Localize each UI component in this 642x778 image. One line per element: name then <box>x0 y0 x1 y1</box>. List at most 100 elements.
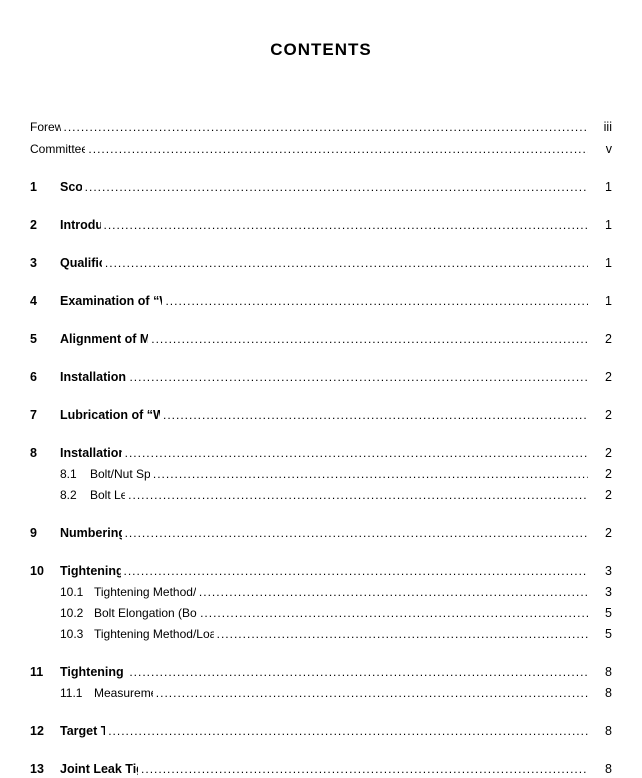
toc-leader: ........................................… <box>162 292 588 310</box>
toc-leader: ........................................… <box>126 368 588 386</box>
toc-num: 10 <box>30 562 60 580</box>
toc-leader: ........................................… <box>125 487 588 504</box>
toc-gap <box>30 352 612 364</box>
toc-entry-section: 13Joint Leak Tightness Test ............… <box>30 760 612 778</box>
toc-leader: ........................................… <box>122 524 588 542</box>
toc-entry-front: Committee Roster .......................… <box>30 140 612 158</box>
toc-entry-section: 2Introduction ..........................… <box>30 216 612 234</box>
toc-subtitle: Bolt Lengths <box>90 487 125 504</box>
toc-page: 2 <box>588 330 612 348</box>
toc-title: Introduction <box>60 216 101 234</box>
toc-entry-section: 8Installation of Bolts .................… <box>30 444 612 462</box>
toc-page: 2 <box>588 524 612 542</box>
toc-gap <box>30 238 612 250</box>
toc-entry-sub: 10.2Bolt Elongation (Bolt Stretch) Deter… <box>30 605 612 622</box>
toc-gap <box>30 314 612 326</box>
toc-page: 1 <box>588 292 612 310</box>
toc-subnum: 10.3 <box>60 626 94 643</box>
toc-subnum: 10.2 <box>60 605 94 622</box>
toc-num: 11 <box>30 663 60 681</box>
toc-subtitle: Bolt/Nut Specifications <box>90 466 150 483</box>
toc-leader: ........................................… <box>214 626 588 643</box>
toc-page: 8 <box>588 760 612 778</box>
toc-gap <box>30 276 612 288</box>
toc-subtitle: Tightening Method/Load Control Technique <box>94 584 196 601</box>
toc-title: Examination of “Working” Surfaces <box>60 292 162 310</box>
toc-entry-section: 9Numbering of Bolts ....................… <box>30 524 612 542</box>
toc-leader: ........................................… <box>61 118 589 136</box>
toc-leader: ........................................… <box>102 254 588 272</box>
toc-subnum: 11.1 <box>60 685 94 702</box>
table-of-contents: Foreword ...............................… <box>30 118 612 778</box>
toc-leader: ........................................… <box>148 330 588 348</box>
toc-subtitle: Measurement of Gaps <box>94 685 153 702</box>
toc-num: 2 <box>30 216 60 234</box>
toc-title: Installation of Gasket <box>60 368 126 386</box>
toc-title: Numbering of Bolts <box>60 524 122 542</box>
toc-entry-section: 11Tightening Sequence ..................… <box>30 663 612 681</box>
toc-num: 3 <box>30 254 60 272</box>
toc-subtitle: Tightening Method/Load Control Technique… <box>94 626 214 643</box>
toc-gap <box>30 162 612 174</box>
toc-entry-sub: 8.1Bolt/Nut Specifications .............… <box>30 466 612 483</box>
toc-page: 2 <box>588 444 612 462</box>
toc-page: 1 <box>588 216 612 234</box>
toc-title: Foreword <box>30 118 61 136</box>
toc-page: 2 <box>588 406 612 424</box>
toc-entry-section: 4Examination of “Working” Surfaces .....… <box>30 292 612 310</box>
toc-gap <box>30 428 612 440</box>
toc-leader: ........................................… <box>196 584 588 601</box>
toc-title: Installation of Bolts <box>60 444 122 462</box>
toc-page: 5 <box>588 605 612 622</box>
toc-gap <box>30 744 612 756</box>
toc-page: 1 <box>588 178 612 196</box>
toc-gap <box>30 546 612 558</box>
toc-leader: ........................................… <box>82 178 588 196</box>
toc-leader: ........................................… <box>105 722 588 740</box>
toc-gap <box>30 706 612 718</box>
toc-page: 2 <box>588 487 612 504</box>
toc-num: 12 <box>30 722 60 740</box>
toc-num: 6 <box>30 368 60 386</box>
toc-entry-section: 3Qualification .........................… <box>30 254 612 272</box>
toc-page: 1 <box>588 254 612 272</box>
toc-num: 5 <box>30 330 60 348</box>
toc-num: 13 <box>30 760 60 778</box>
toc-leader: ........................................… <box>126 663 588 681</box>
page-title: CONTENTS <box>30 40 612 60</box>
toc-page: 2 <box>588 368 612 386</box>
toc-title: Lubrication of “Working” Surfaces <box>60 406 160 424</box>
toc-gap <box>30 390 612 402</box>
toc-entry-section: 10Tightening of Bolts ..................… <box>30 562 612 580</box>
toc-leader: ........................................… <box>153 685 588 702</box>
toc-title: Committee Roster <box>30 140 85 158</box>
toc-page: 8 <box>588 685 612 702</box>
toc-entry-section: 1Scope .................................… <box>30 178 612 196</box>
toc-num: 7 <box>30 406 60 424</box>
toc-gap <box>30 200 612 212</box>
toc-entry-section: 12Target Torque ........................… <box>30 722 612 740</box>
toc-entry-section: 5Alignment of Mating Surfaces ..........… <box>30 330 612 348</box>
toc-entry-section: 7Lubrication of “Working” Surfaces .....… <box>30 406 612 424</box>
toc-page: 8 <box>588 663 612 681</box>
toc-title: Tightening of Bolts <box>60 562 121 580</box>
toc-subnum: 8.2 <box>60 487 90 504</box>
toc-page: 5 <box>588 626 612 643</box>
toc-page: 8 <box>588 722 612 740</box>
toc-entry-sub: 10.3Tightening Method/Load Control Techn… <box>30 626 612 643</box>
toc-page: iii <box>588 118 612 136</box>
toc-page: 3 <box>588 584 612 601</box>
toc-page: 3 <box>588 562 612 580</box>
toc-subnum: 8.1 <box>60 466 90 483</box>
toc-title: Alignment of Mating Surfaces <box>60 330 148 348</box>
toc-entry-front: Foreword ...............................… <box>30 118 612 136</box>
toc-num: 4 <box>30 292 60 310</box>
toc-title: Scope <box>60 178 82 196</box>
toc-entry-sub: 11.1Measurement of Gaps ................… <box>30 685 612 702</box>
toc-title: Tightening Sequence <box>60 663 126 681</box>
toc-num: 9 <box>30 524 60 542</box>
toc-page: v <box>588 140 612 158</box>
toc-num: 1 <box>30 178 60 196</box>
toc-subtitle: Bolt Elongation (Bolt Stretch) Determina… <box>94 605 197 622</box>
toc-subnum: 10.1 <box>60 584 94 601</box>
